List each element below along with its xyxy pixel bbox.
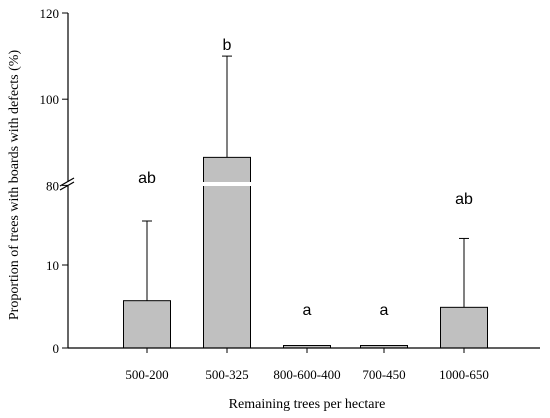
axis-break-mark xyxy=(59,181,75,191)
x-tick-label: 700-450 xyxy=(362,367,405,382)
axis-break-gap xyxy=(202,182,252,186)
significance-letter: a xyxy=(303,302,312,319)
significance-letter: a xyxy=(380,302,389,319)
significance-letters-group: ab b a a ab xyxy=(138,37,473,319)
y-tick-label: 100 xyxy=(40,92,60,107)
x-tick-label: 500-200 xyxy=(125,367,168,382)
y-tick-label: 10 xyxy=(46,258,59,273)
y-tick-label: 120 xyxy=(40,6,60,21)
bar-500-325 xyxy=(203,156,251,349)
bars-group xyxy=(123,156,488,349)
y-ticks-group: 0 10 80 100 120 xyxy=(40,6,68,356)
bar-1000-650 xyxy=(440,306,488,349)
significance-letter: ab xyxy=(138,170,156,187)
x-tick-label: 800-600-400 xyxy=(273,367,340,382)
y-tick-label: 0 xyxy=(53,341,60,356)
significance-letter: ab xyxy=(455,191,473,208)
x-tick-label: 500-325 xyxy=(205,367,248,382)
x-axis-label: Remaining trees per hectare xyxy=(229,397,386,412)
x-ticks-group: 500-200 500-325 800-600-400 700-450 1000-650 xyxy=(125,348,489,382)
x-tick-label: 1000-650 xyxy=(439,367,489,382)
axis-break-mark xyxy=(59,177,75,187)
y-axis-label: Proportion of trees with boards with def… xyxy=(7,50,22,321)
y-tick-label: 80 xyxy=(46,178,59,193)
error-bars-group xyxy=(142,55,469,308)
significance-letter: b xyxy=(223,37,232,54)
axes-group xyxy=(59,13,540,349)
bar-500-200 xyxy=(123,300,171,349)
